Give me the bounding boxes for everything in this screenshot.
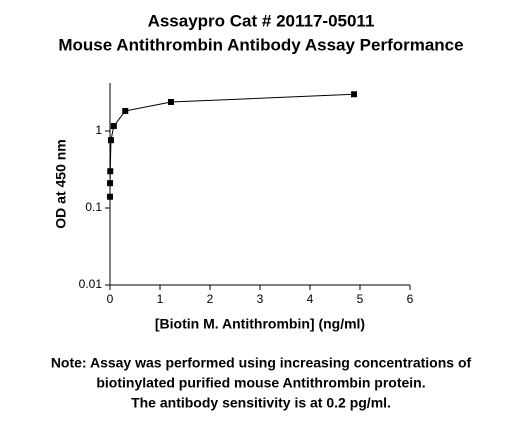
y-tick-label: 0.1 bbox=[85, 200, 102, 214]
x-tick-label: 3 bbox=[257, 292, 264, 306]
point bbox=[107, 193, 114, 200]
note: The antibody sensitivity is at 0.2 pg/ml… bbox=[131, 395, 391, 411]
y-tick-label: 1 bbox=[95, 123, 102, 137]
x-tick-label: 4 bbox=[307, 292, 314, 306]
x-tick-label: 6 bbox=[407, 292, 414, 306]
x-axis-label: [Biotin M. Antithrombin] (ng/ml) bbox=[155, 316, 365, 332]
x-tick-label: 0 bbox=[107, 292, 114, 306]
point bbox=[107, 137, 114, 144]
point bbox=[351, 91, 357, 98]
y-tick-label: 0.01 bbox=[79, 277, 103, 291]
point bbox=[168, 98, 174, 105]
point bbox=[122, 107, 129, 114]
note: biotinylated purified mouse Antithrombin… bbox=[96, 375, 425, 391]
point bbox=[110, 123, 117, 130]
x-tick-label: 5 bbox=[357, 292, 364, 306]
x-tick-label: 2 bbox=[207, 292, 214, 306]
point bbox=[107, 168, 114, 175]
note: Note: Assay was performed using increasi… bbox=[51, 355, 472, 371]
chart-title: Assaypro Cat # 20117-05011 bbox=[148, 11, 375, 30]
point bbox=[107, 180, 114, 187]
line bbox=[109, 93, 355, 197]
chart-title: Mouse Antithrombin Antibody Assay Perfor… bbox=[58, 35, 463, 54]
y-axis-label: OD at 450 nm bbox=[53, 139, 69, 228]
x-tick-label: 1 bbox=[157, 292, 164, 306]
